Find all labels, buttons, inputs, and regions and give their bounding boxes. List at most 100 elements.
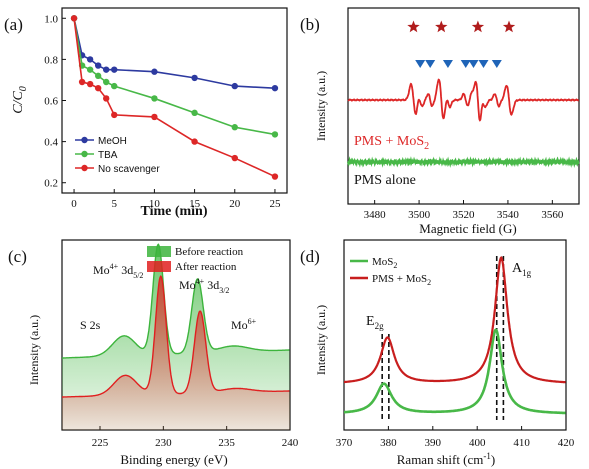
panel-d-xtick-label: 400	[469, 437, 486, 449]
panel-b-star-marker	[471, 20, 485, 33]
panel-d-xlabel-main: Raman shift (cm	[397, 452, 484, 467]
panel-a-data-point	[151, 68, 158, 75]
panel-a-data-point	[86, 66, 94, 73]
panel-a-series-line	[73, 18, 276, 136]
panel-c-annot-mo-d52-rest: 3d	[118, 263, 133, 277]
panel-c-legend-label: Before reaction	[175, 246, 244, 258]
panel-d-peak-e2g: E2g	[366, 314, 384, 331]
panel-c-xtick-label: 240	[282, 437, 299, 449]
panel-a-series-line	[73, 18, 276, 178]
panel-a-ytick-label: 0.4	[44, 137, 58, 149]
panel-a-data-point	[78, 78, 86, 86]
panel-b-series-label-pms-alone: PMS alone	[354, 173, 416, 188]
panel-d-legend-label-main: MoS	[372, 256, 393, 268]
panel-b-ylabel: Intensity (a.u.)	[314, 71, 328, 141]
panel-a-data-point	[111, 66, 118, 73]
panel-a-frame	[61, 7, 288, 194]
panel-c-xlabel: Binding energy (eV)	[120, 452, 227, 467]
panel-d-xtick-label: 410	[513, 437, 530, 449]
panel-a-data-point	[111, 111, 118, 119]
panel-a-ytick-label: 0.6	[44, 96, 58, 108]
panel-c-legend: Before reaction After reaction	[147, 246, 244, 273]
panel-d-legend: MoS2 PMS + MoS2	[350, 256, 431, 287]
panel-b-xtick-label: 3500	[408, 209, 431, 221]
panel-d-peak-e2g-sub: 2g	[375, 321, 385, 331]
panel-c-fill-after	[62, 276, 290, 430]
panel-d-frame	[343, 239, 567, 431]
panel-d-xtick-label: 370	[336, 437, 353, 449]
panel-c: (c) Intensity (a.u.) Binding energy (eV)…	[8, 239, 299, 467]
panel-a-data-point	[151, 95, 158, 102]
panel-c-ylabel: Intensity (a.u.)	[27, 315, 41, 385]
panel-a-legend-label: TBA	[98, 150, 118, 161]
panel-a-legend-label: MeOH	[98, 136, 127, 147]
panel-c-annot-mo-d52-sup: 4+	[110, 262, 119, 271]
panel-a-data-point	[70, 15, 78, 22]
panel-b-xtick-label: 3560	[541, 209, 564, 221]
panel-a-data-point	[231, 82, 238, 90]
panel-a-data-point	[102, 66, 110, 73]
panel-c-xtick-label: 230	[155, 437, 172, 449]
panel-a-ytick-label: 0.8	[44, 54, 58, 66]
panel-c-legend-label: After reaction	[175, 261, 237, 273]
panel-a-data-point	[102, 95, 110, 102]
panel-a-series	[70, 15, 279, 180]
panel-a-ytick-label: 1.0	[44, 13, 58, 25]
panel-b-triangle-marker	[468, 60, 479, 68]
panel-a-xlabel: Time (min)	[140, 204, 207, 219]
panel-d-legend-label: MoS2	[372, 256, 397, 270]
panel-c-annot-s2s: S 2s	[80, 318, 101, 332]
panel-d-label: (d)	[300, 247, 320, 266]
panel-b-star-marker	[407, 20, 420, 33]
panel-b-series-pms-alone	[346, 156, 580, 169]
panel-b-star-marker	[435, 20, 448, 33]
panel-d-xtick-label: 420	[558, 437, 575, 449]
panel-b-red-label-sub: 2	[424, 141, 429, 152]
panel-a-data-point	[271, 173, 279, 180]
panel-a-legend: MeOH TBA No scavenger	[75, 136, 160, 175]
panel-c-x-ticks: 225 230 235 240	[92, 426, 299, 449]
panel-a-data-point	[86, 56, 94, 63]
panel-a-data-point	[86, 80, 94, 88]
panel-b-xtick-label: 3520	[453, 209, 476, 221]
panel-c-xtick-label: 225	[92, 437, 109, 449]
panel-b-x-ticks: 3480 3500 3520 3540 3560	[364, 200, 564, 221]
panel-a-ylabel-main: C/C	[11, 91, 26, 114]
panel-a-legend-label: No scavenger	[98, 164, 160, 175]
panel-c-annot-mo-d52-sub: 5/2	[133, 271, 143, 280]
panel-d-ylabel: Intensity (a.u.)	[314, 305, 328, 375]
panel-a-xtick-label: 10	[149, 198, 161, 210]
panel-c-fill-gradients	[62, 244, 290, 430]
panel-c-annot-mo-d32-rest: 3d	[204, 278, 219, 292]
panel-a-label: (a)	[4, 15, 23, 34]
panel-a-ytick-label: 0.2	[44, 178, 58, 190]
panel-a-data-point	[191, 74, 198, 82]
panel-d-peak-e2g-main: E	[366, 314, 375, 329]
panel-a: (a) Time (min) C/C0 0 5 10 15 20 25 0.20.40.6…	[4, 7, 288, 219]
panel-d-legend-label-main: PMS + MoS	[372, 273, 427, 285]
panel-a-data-point	[191, 109, 198, 117]
panel-a-data-point	[231, 154, 238, 162]
panel-c-annot-mo-d32-main: Mo	[179, 278, 196, 292]
panel-a-data-point	[94, 62, 102, 69]
panel-a-xtick-label: 25	[269, 198, 281, 210]
panel-b-markers	[407, 20, 516, 68]
panel-a-data-point	[231, 124, 238, 131]
panel-d-legend-label-sub: 2	[427, 278, 431, 287]
panel-d-xlabel: Raman shift (cm-1)	[397, 451, 496, 467]
panel-b-triangle-marker	[415, 60, 426, 68]
panel-a-ylabel-sub: 0	[18, 86, 29, 91]
panel-b-star-marker	[502, 20, 516, 33]
panel-a-data-point	[111, 82, 118, 90]
panel-a-data-point	[271, 84, 279, 92]
panel-a-legend-marker	[81, 164, 88, 172]
panel-c-xtick-label: 235	[218, 437, 235, 449]
panel-d-peak-a1g-main: A	[512, 261, 523, 276]
panel-b-label: (b)	[300, 15, 320, 34]
panel-a-data-point	[151, 113, 158, 121]
panel-b-series-pms-mos2	[347, 78, 580, 122]
panel-c-series-before	[62, 243, 290, 359]
panel-a-xtick-label: 0	[71, 198, 77, 210]
panel-a-x-ticks: 0 5 10 15 20 25	[71, 189, 281, 210]
